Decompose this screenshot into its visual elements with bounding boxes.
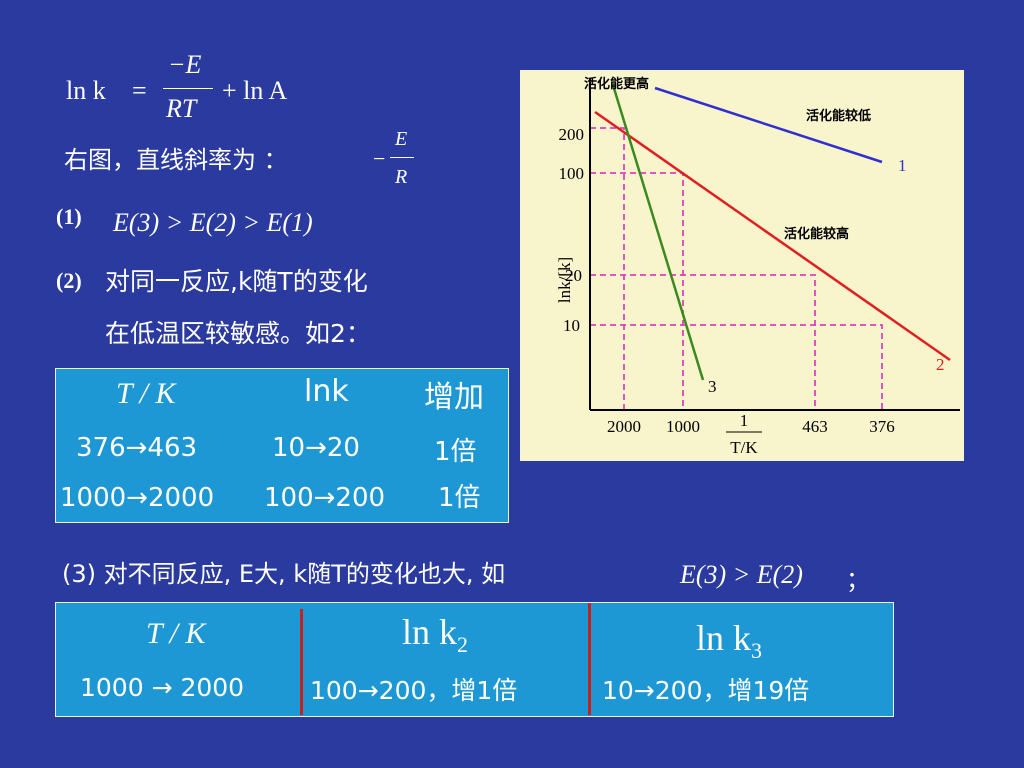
annotation: 活化能较低 [806,108,871,124]
slope-text: 右图，直线斜率为 ： [64,146,288,174]
point-formula: E(3) > E(2) [680,560,803,589]
line-label: 1 [898,156,907,175]
formula-numerator: −E [168,50,202,79]
line-label: 3 [708,377,717,396]
table-cell: 10→200，增19倍 [602,676,810,705]
x-label: 2000 [607,417,641,436]
table-header: lnk [304,374,349,409]
point-label: (1) [56,204,82,229]
figure-background [520,70,964,461]
x-axis-numerator: 1 [740,411,749,430]
table-header: T / K [146,617,206,650]
formula-rhs: + ln A [222,76,288,105]
annotation: 活化能较高 [784,226,849,242]
line-1 [654,86,883,164]
point-text: E(3) > E(2) > E(1) [113,208,313,237]
fraction-bar [390,157,414,158]
y-label: 100 [559,164,585,183]
table-cell: 10→20 [272,433,360,463]
table-cell: 100→200 [264,483,386,513]
formula-equals: = [132,76,147,105]
y-label: 200 [559,125,585,144]
table-cell: 1倍 [438,483,481,513]
x-axis-denominator: T/K [730,438,758,457]
figure: lnk/[k] 200 100 20 10 2000 1000 463 376 … [520,70,964,461]
line-3 [611,84,705,381]
table-cell: 376→463 [76,433,198,463]
table: T / K lnk 增加 376→463 10→20 1倍 1000→2000 … [55,368,509,523]
divider [588,603,591,715]
table-cell: 1000 → 2000 [80,673,245,702]
table: T / K ln k2 ln k3 1000 → 2000 100→200，增1… [55,602,894,717]
table-header: ln k3 [696,618,763,664]
line-label: 2 [936,355,945,374]
point-text: 在低温区较敏感。如2： [105,319,371,348]
point-label: (2) [56,268,82,293]
annotation: 活化能更高 [584,76,649,92]
line-2 [594,110,951,362]
x-label: 1000 [666,417,700,436]
table-cell: 1倍 [434,437,477,467]
point-end: ； [846,566,870,594]
table-cell: 100→200，增1倍 [310,676,518,705]
formula-denominator: RT [166,94,197,123]
table-header: 增加 [424,380,484,415]
slope-sign: − [373,146,386,171]
point-text: 对同一反应,k随T的变化 [105,267,368,296]
y-axis-label: lnk/[k] [555,257,574,303]
table-header: T / K [116,377,176,410]
slope-numerator: E [395,128,408,150]
table-cell: 1000→2000 [60,483,215,513]
fraction-bar [163,88,213,89]
y-label: 20 [565,266,582,285]
y-label: 10 [563,316,580,335]
slope-denominator: R [395,166,408,188]
x-label: 376 [869,417,895,436]
formula-lhs: ln k [66,76,106,105]
table-header: ln k2 [402,612,469,658]
divider [300,609,303,715]
x-label: 463 [802,417,828,436]
point-text: (3) 对不同反应, E大, k随T的变化也大, 如 [62,560,506,588]
